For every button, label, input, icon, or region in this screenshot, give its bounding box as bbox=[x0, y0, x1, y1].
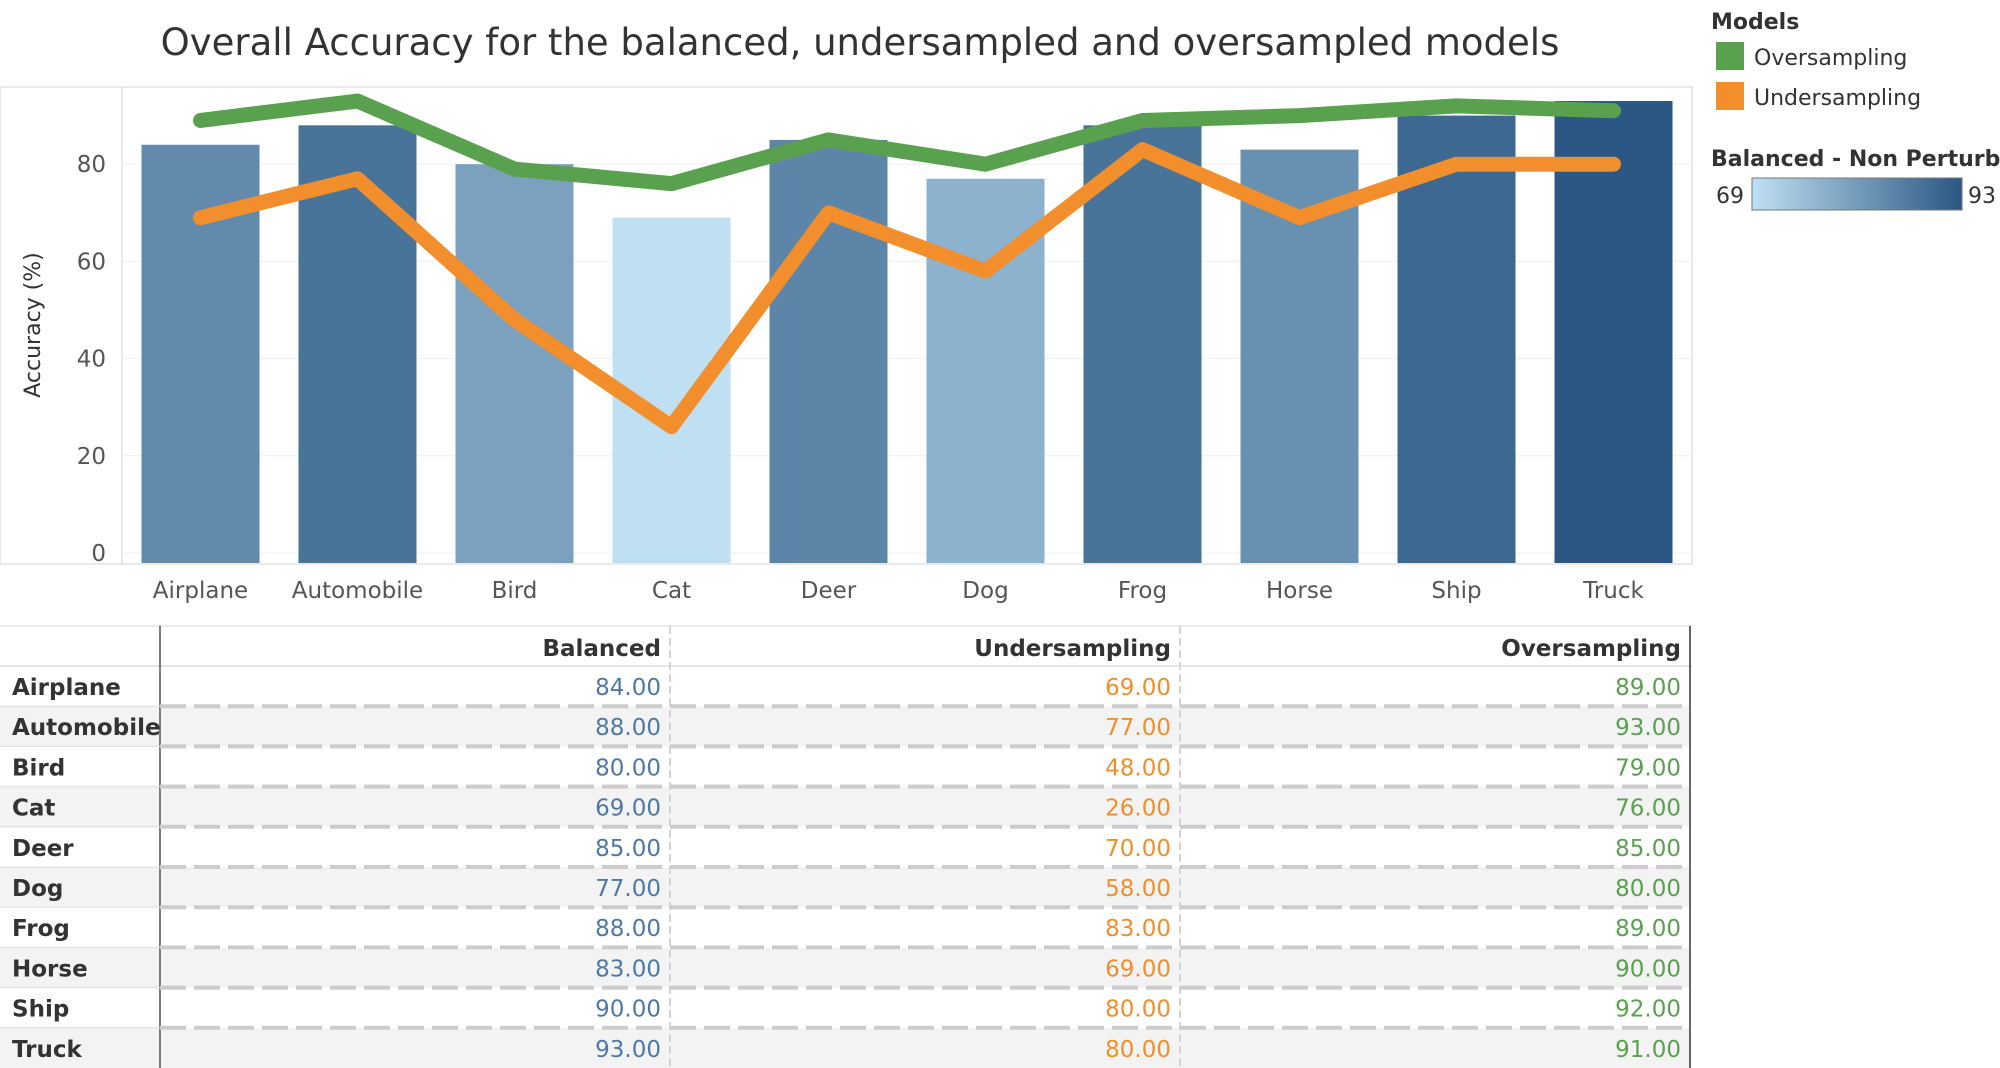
y-ticks: 0 20 40 60 80 bbox=[77, 152, 106, 567]
bar-automobile bbox=[298, 125, 417, 563]
table-cell-ship-oversampling: 92.00 bbox=[1615, 997, 1681, 1023]
table-row-band bbox=[0, 706, 1690, 747]
table-cell-bird-balanced: 80.00 bbox=[595, 755, 661, 781]
y-tick-label-80: 80 bbox=[77, 152, 106, 178]
x-tick-label-ship: Ship bbox=[1431, 578, 1481, 604]
table-cell-dog-oversampling: 80.00 bbox=[1615, 876, 1681, 902]
y-tick-label-60: 60 bbox=[77, 249, 106, 275]
series-line-undersampling bbox=[193, 142, 1621, 435]
table-cell-cat-balanced: 69.00 bbox=[595, 796, 661, 822]
chart-title: Overall Accuracy for the balanced, under… bbox=[161, 21, 1560, 64]
color-scale-max: 93 bbox=[1968, 184, 1996, 209]
x-tick-label-deer: Deer bbox=[801, 578, 857, 604]
plot-frame bbox=[0, 86, 1693, 565]
table-row-label-ship: Ship bbox=[12, 997, 69, 1023]
table-cell-airplane-balanced: 84.00 bbox=[595, 675, 661, 701]
table-cell-airplane-oversampling: 89.00 bbox=[1615, 675, 1681, 701]
table-cell-bird-oversampling: 79.00 bbox=[1615, 755, 1681, 781]
table-cell-ship-balanced: 90.00 bbox=[595, 997, 661, 1023]
table-cell-frog-undersampling: 83.00 bbox=[1105, 916, 1171, 942]
series-lines bbox=[193, 93, 1621, 435]
x-tick-label-horse: Horse bbox=[1266, 578, 1333, 604]
legend-label-undersampling: Undersampling bbox=[1754, 86, 1921, 111]
x-tick-label-airplane: Airplane bbox=[153, 578, 248, 604]
table-row-label-cat: Cat bbox=[12, 796, 55, 822]
bar-cat bbox=[612, 217, 731, 563]
legend-swatch-undersampling bbox=[1716, 82, 1744, 110]
table-row-label-frog: Frog bbox=[12, 916, 70, 942]
data-table: Balanced Undersampling Oversampling Airp… bbox=[0, 625, 1692, 1068]
table-cell-ship-undersampling: 80.00 bbox=[1105, 997, 1171, 1023]
x-tick-label-frog: Frog bbox=[1118, 578, 1167, 604]
legend-label-oversampling: Oversampling bbox=[1754, 46, 1907, 71]
table-row-band bbox=[0, 1027, 1690, 1068]
legend-models: Models Oversampling Undersampling bbox=[1711, 10, 1921, 111]
table-header-balanced: Balanced bbox=[542, 636, 661, 662]
table-cell-deer-balanced: 85.00 bbox=[595, 836, 661, 862]
bar-truck bbox=[1554, 101, 1673, 564]
table-cell-automobile-balanced: 88.00 bbox=[595, 715, 661, 741]
table-row-label-horse: Horse bbox=[12, 956, 88, 982]
table-cell-automobile-undersampling: 77.00 bbox=[1105, 715, 1171, 741]
y-axis-title: Accuracy (%) bbox=[21, 252, 46, 398]
series-line-oversampling bbox=[193, 93, 1621, 192]
table-cell-deer-undersampling: 70.00 bbox=[1105, 836, 1171, 862]
table-cells: Airplane 84.00 69.00 89.00 Automobile 88.00 77… bbox=[12, 675, 1681, 1063]
legend-color-scale: Balanced - Non Perturbed 69 93 bbox=[1711, 147, 2000, 211]
legend-color-title: Balanced - Non Perturbed bbox=[1711, 147, 2000, 172]
y-tick-label-0: 0 bbox=[91, 541, 106, 567]
table-row-band bbox=[0, 867, 1690, 908]
table-row-label-dog: Dog bbox=[12, 876, 63, 902]
x-tick-label-dog: Dog bbox=[962, 578, 1008, 604]
table-row-label-automobile: Automobile bbox=[12, 715, 161, 741]
x-tick-label-automobile: Automobile bbox=[292, 578, 423, 604]
table-background bbox=[0, 626, 1692, 1068]
table-header-oversampling: Oversampling bbox=[1501, 636, 1681, 662]
table-cell-bird-undersampling: 48.00 bbox=[1105, 755, 1171, 781]
table-cell-airplane-undersampling: 69.00 bbox=[1105, 675, 1171, 701]
bar-deer bbox=[769, 139, 888, 563]
bar-ship bbox=[1397, 115, 1516, 563]
table-header-undersampling: Undersampling bbox=[974, 636, 1171, 662]
y-tick-label-20: 20 bbox=[77, 444, 106, 470]
table-cell-horse-oversampling: 90.00 bbox=[1615, 956, 1681, 982]
table-cell-horse-balanced: 83.00 bbox=[595, 956, 661, 982]
x-tick-label-bird: Bird bbox=[492, 578, 538, 604]
legend-models-title: Models bbox=[1711, 10, 1799, 35]
color-scale-min: 69 bbox=[1716, 184, 1744, 209]
table-cell-deer-oversampling: 85.00 bbox=[1615, 836, 1681, 862]
table-cell-horse-undersampling: 69.00 bbox=[1105, 956, 1171, 982]
x-tick-label-truck: Truck bbox=[1582, 578, 1644, 604]
table-cell-cat-undersampling: 26.00 bbox=[1105, 796, 1171, 822]
table-row-label-bird: Bird bbox=[12, 755, 65, 781]
table-cell-truck-balanced: 93.00 bbox=[595, 1037, 661, 1063]
table-row-separators bbox=[0, 704, 1690, 1030]
table-row-label-deer: Deer bbox=[12, 836, 74, 862]
x-tick-label-cat: Cat bbox=[652, 578, 691, 604]
table-row-band bbox=[0, 947, 1690, 988]
table-cell-truck-undersampling: 80.00 bbox=[1105, 1037, 1171, 1063]
table-row-label-truck: Truck bbox=[12, 1037, 83, 1063]
table-row-label-airplane: Airplane bbox=[12, 675, 121, 701]
table-cell-dog-undersampling: 58.00 bbox=[1105, 876, 1171, 902]
y-tick-label-40: 40 bbox=[77, 347, 106, 373]
table-cell-automobile-oversampling: 93.00 bbox=[1615, 715, 1681, 741]
table-cell-frog-oversampling: 89.00 bbox=[1615, 916, 1681, 942]
table-cell-truck-oversampling: 91.00 bbox=[1615, 1037, 1681, 1063]
legend-swatch-oversampling bbox=[1716, 42, 1744, 70]
color-ramp bbox=[1751, 177, 1963, 211]
table-cell-frog-balanced: 88.00 bbox=[595, 916, 661, 942]
table-row-band bbox=[0, 786, 1690, 827]
table-cell-dog-balanced: 77.00 bbox=[595, 876, 661, 902]
table-row-backgrounds bbox=[0, 706, 1690, 1068]
bars bbox=[141, 101, 1673, 564]
bar-bird bbox=[455, 164, 574, 563]
bar-frog bbox=[1083, 125, 1202, 563]
table-cell-cat-oversampling: 76.00 bbox=[1615, 796, 1681, 822]
x-ticks: Airplane Automobile Bird Cat Deer Dog Frog Hors… bbox=[153, 578, 1645, 604]
